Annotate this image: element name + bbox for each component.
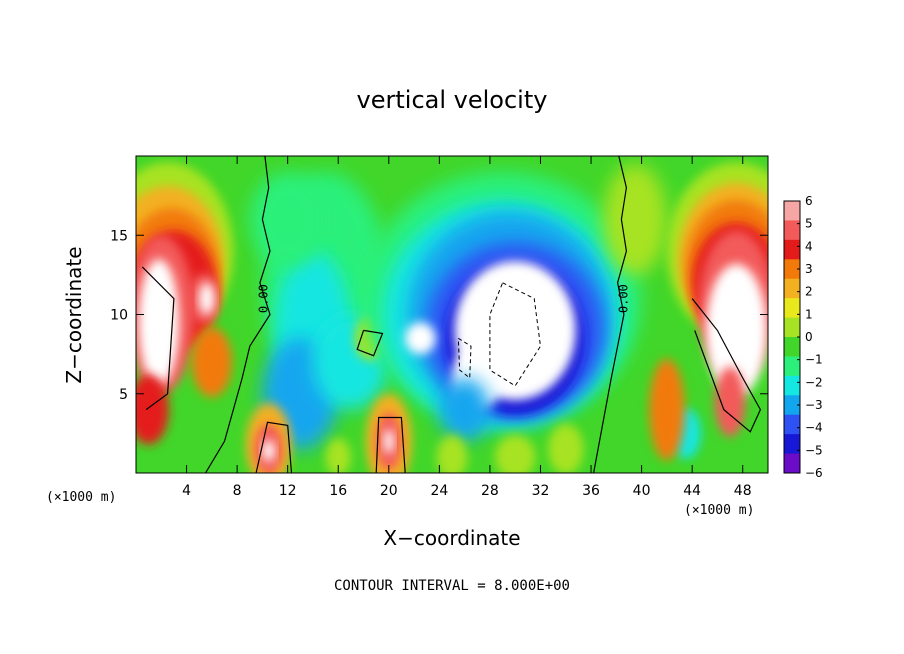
field-blob-32 <box>436 434 468 473</box>
field-blob-22 <box>405 322 436 355</box>
contour-line-1 <box>593 156 628 473</box>
x-tick-label: 16 <box>329 483 347 499</box>
colorbar-label: 2 <box>805 285 813 299</box>
colorbar-swatch <box>784 298 800 319</box>
field-blob-44 <box>603 163 667 275</box>
colorbar-label: −3 <box>805 398 823 412</box>
colorbar-label: 4 <box>805 239 813 253</box>
colorbar-label: 3 <box>805 262 813 276</box>
x-unit-label-left: (×1000 m) <box>46 490 117 505</box>
field-blob-41 <box>714 366 746 437</box>
contour-line-4 <box>691 298 762 433</box>
y-axis-label: Z−coordinate <box>62 246 86 384</box>
field-blob-8 <box>136 374 169 445</box>
x-tick-label: 36 <box>582 483 600 499</box>
colorbar-swatch <box>784 259 800 280</box>
x-tick-label: 4 <box>182 483 191 499</box>
x-tick-label: 12 <box>279 483 297 499</box>
x-axis-label: X−coordinate <box>383 526 521 550</box>
zero-contour-label: 0.00 <box>617 284 631 313</box>
colorbar-label: 6 <box>805 194 813 208</box>
chart-title: vertical velocity <box>356 86 548 114</box>
zero-contour-label: 0.00 <box>256 284 270 313</box>
colorbar: 6 5 4 3 2 1 0 −1 −2 −3 −4 −5 −6 <box>783 194 823 480</box>
field-blob-7 <box>199 282 215 315</box>
contour-line-6 <box>375 416 406 473</box>
x-tick-label: 48 <box>734 483 752 499</box>
colorbar-swatch <box>784 375 800 396</box>
field-blob-33 <box>325 438 351 473</box>
contour-negative-1 <box>457 337 472 379</box>
colorbar-swatch <box>784 356 800 377</box>
y-tick-label: 15 <box>110 228 128 244</box>
colorbar-swatch <box>784 278 800 299</box>
colorbar-swatch <box>784 220 800 241</box>
colorbar-swatch <box>784 239 800 260</box>
x-tick-label: 44 <box>683 483 701 499</box>
contour-line-2 <box>356 329 384 357</box>
field-blob-34 <box>548 423 584 473</box>
x-tick-label: 24 <box>430 483 448 499</box>
colorbar-label: −4 <box>805 421 823 435</box>
field-blob-5 <box>138 259 179 386</box>
field-blob-31 <box>495 434 536 473</box>
field-blob-9 <box>191 327 232 397</box>
field-blob-15 <box>249 171 326 267</box>
colorbar-swatch <box>784 317 800 338</box>
colorbar-swatch <box>784 201 800 221</box>
colorbar-label: 0 <box>805 330 813 344</box>
contour-lines: 0.00 0.00 <box>141 156 762 473</box>
velocity-field <box>136 156 768 473</box>
contour-negative-0 <box>489 282 542 387</box>
y-tick-label: 5 <box>119 387 128 403</box>
colorbar-swatch <box>784 337 800 357</box>
colorbar-label: −2 <box>805 375 823 389</box>
x-tick-label: 40 <box>633 483 651 499</box>
contour-line-3 <box>141 266 175 411</box>
colorbar-swatch <box>784 414 800 435</box>
contour-line-0 <box>204 156 271 473</box>
contour-line-5 <box>255 421 293 473</box>
x-tick-label: 28 <box>481 483 499 499</box>
colorbar-label: 1 <box>805 307 813 321</box>
colorbar-label: −6 <box>805 466 823 480</box>
colorbar-label: −5 <box>805 443 823 457</box>
contour-interval-note: CONTOUR INTERVAL = 8.000E+00 <box>333 578 570 594</box>
y-axis: 5 10 15 <box>110 228 768 403</box>
field-blob-30 <box>383 428 394 454</box>
y-tick-label: 10 <box>110 308 128 324</box>
field-blob-43 <box>649 358 685 461</box>
colorbar-label: 5 <box>805 217 813 231</box>
colorbar-label: −1 <box>805 353 823 367</box>
x-tick-label: 20 <box>380 483 398 499</box>
x-unit-label-right: (×1000 m) <box>684 503 755 518</box>
field-blob-27 <box>262 439 276 462</box>
colorbar-swatch <box>784 453 800 474</box>
x-axis: 4 8 12 16 20 24 28 32 36 40 44 48 <box>182 156 752 499</box>
x-tick-label: 8 <box>233 483 242 499</box>
field-blob-40 <box>706 263 767 397</box>
x-tick-label: 32 <box>532 483 550 499</box>
colorbar-swatch <box>784 434 800 455</box>
colorbar-swatch <box>784 395 800 416</box>
field-blob-24 <box>439 377 490 442</box>
